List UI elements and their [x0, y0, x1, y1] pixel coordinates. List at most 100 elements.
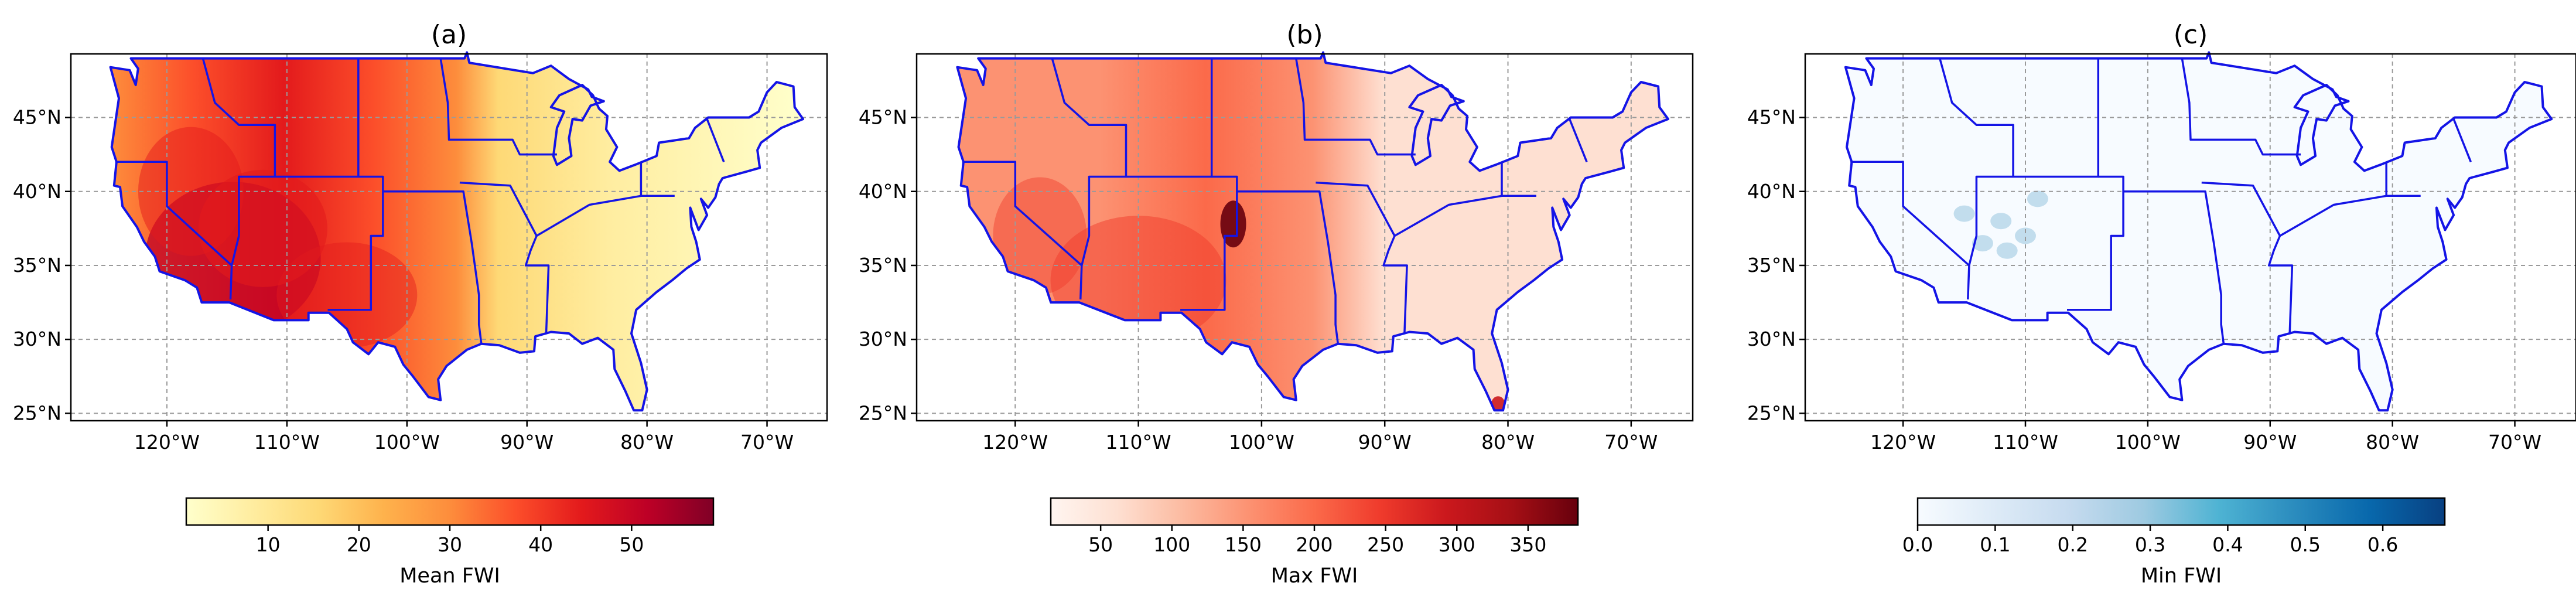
panel-title: (b): [1286, 20, 1323, 50]
colorbar-tick-label: 0.5: [2290, 533, 2321, 556]
region-border: [1968, 175, 2014, 266]
panel-title: (c): [2174, 20, 2208, 50]
map-panel: (c) 120°W 110°W 100°W 90°W 80°W 70°W 25°N 30°N 35…: [1747, 20, 2576, 588]
us-border: [956, 51, 1669, 412]
colorbar-tick-label: 20: [347, 533, 371, 556]
lon-tick-label: 80°W: [2366, 431, 2419, 454]
lon-tick-label: 110°W: [1106, 431, 1171, 454]
colorbar-tick-label: 0.2: [2057, 533, 2088, 556]
colorbar-tick-label: 0.4: [2212, 533, 2243, 556]
region-border: [115, 161, 233, 300]
colorbar-tick-label: 250: [1367, 533, 1404, 556]
us-border: [1844, 51, 2553, 412]
lon-tick-label: 120°W: [1870, 431, 1936, 454]
lat-tick-label: 30°N: [13, 328, 62, 350]
colorbar: [185, 497, 715, 526]
lon-tick-label: 100°W: [2115, 431, 2181, 454]
map-panel: (b) 120°W 110°W 100°W 90°W 80°W 70°W 25°N 30°N 35…: [859, 20, 1694, 588]
lon-tick-label: 70°W: [1604, 431, 1658, 454]
colorbar-label: Max FWI: [1271, 564, 1358, 588]
lat-tick-label: 35°N: [859, 254, 907, 277]
land-fill: [110, 52, 804, 411]
region-border: [439, 58, 557, 156]
region-border: [1394, 162, 1503, 237]
lat-tick-label: 25°N: [1747, 401, 1796, 424]
region-border: [327, 175, 384, 311]
colorbar-tick-label: 300: [1439, 533, 1475, 556]
region-border: [706, 118, 725, 162]
lat-tick-label: 25°N: [859, 401, 907, 424]
lon-tick-label: 110°W: [254, 431, 320, 454]
colorbar-tick-label: 150: [1225, 533, 1262, 556]
lat-tick-label: 45°N: [13, 106, 62, 129]
region-border: [2067, 175, 2124, 311]
land-fill: [1845, 52, 2552, 411]
colorbar-label: Mean FWI: [399, 564, 500, 588]
colorbar-tick-label: 0.6: [2367, 533, 2398, 556]
colorbar-tick-label: 30: [438, 533, 462, 556]
gridlines: [71, 54, 827, 421]
region-border: [2452, 118, 2472, 162]
lon-tick-label: 80°W: [1481, 431, 1535, 454]
lon-tick-label: 100°W: [1229, 431, 1294, 454]
lat-tick-label: 40°N: [13, 180, 62, 203]
land-fill: [957, 52, 1668, 411]
lon-tick-label: 90°W: [500, 431, 554, 454]
lat-tick-label: 40°N: [1747, 180, 1796, 203]
region-border: [459, 181, 550, 334]
colorbar-label: Min FWI: [2141, 564, 2222, 588]
lon-tick-label: 70°W: [2488, 431, 2541, 454]
colorbar-tick-label: 10: [256, 533, 281, 556]
region-border: [1236, 190, 1340, 344]
region-border: [1569, 118, 1588, 162]
hotspots: [1953, 190, 2048, 259]
region-border: [962, 161, 1083, 300]
region-border: [2181, 58, 2301, 156]
us-border: [109, 51, 804, 412]
lon-tick-label: 120°W: [134, 431, 200, 454]
colorbar-tick-label: 50: [1088, 533, 1113, 556]
lon-tick-label: 120°W: [982, 431, 1048, 454]
colorbar-tick-label: 40: [528, 533, 553, 556]
lon-tick-label: 80°W: [620, 431, 674, 454]
colorbar-tick-label: 200: [1296, 533, 1333, 556]
lon-tick-label: 90°W: [1358, 431, 1412, 454]
lat-tick-label: 35°N: [13, 254, 62, 277]
lat-tick-label: 45°N: [859, 106, 907, 129]
region-border: [1316, 181, 1408, 334]
region-border: [536, 162, 643, 237]
lon-tick-label: 70°W: [740, 431, 794, 454]
lat-tick-label: 30°N: [859, 328, 907, 350]
lat-tick-label: 45°N: [1747, 106, 1796, 129]
region-border: [1081, 175, 1126, 266]
region-border: [382, 190, 483, 344]
gridlines: [1805, 54, 2576, 421]
lat-tick-label: 35°N: [1747, 254, 1796, 277]
region-border: [230, 175, 275, 266]
colorbar-tick-label: 0.1: [1980, 533, 2010, 556]
lat-tick-label: 40°N: [859, 180, 907, 203]
lat-tick-label: 25°N: [13, 401, 62, 424]
map-frame: [70, 53, 828, 422]
map-frame: [1804, 53, 2576, 422]
panel-title: (a): [431, 20, 467, 50]
map-panel: (a) 120°W 110°W 100°W 90°W 80°W 70°W 25°N 30°N 35…: [13, 20, 828, 588]
gridlines: [917, 54, 1693, 421]
colorbar-tick-label: 0.3: [2135, 533, 2165, 556]
region-border: [2201, 181, 2294, 334]
map-frame: [915, 53, 1694, 422]
region-border: [1850, 161, 1970, 300]
region-border: [2279, 162, 2387, 237]
colorbar: [1050, 497, 1579, 526]
region-border: [1295, 58, 1416, 156]
colorbar-tick-label: 100: [1153, 533, 1190, 556]
colorbar-tick-label: 50: [619, 533, 644, 556]
lon-tick-label: 110°W: [1993, 431, 2058, 454]
lat-tick-label: 30°N: [1747, 328, 1796, 350]
lon-tick-label: 100°W: [374, 431, 440, 454]
lon-tick-label: 90°W: [2243, 431, 2297, 454]
region-border: [1180, 175, 1238, 311]
colorbar: [1916, 497, 2446, 526]
region-border: [2123, 190, 2225, 344]
